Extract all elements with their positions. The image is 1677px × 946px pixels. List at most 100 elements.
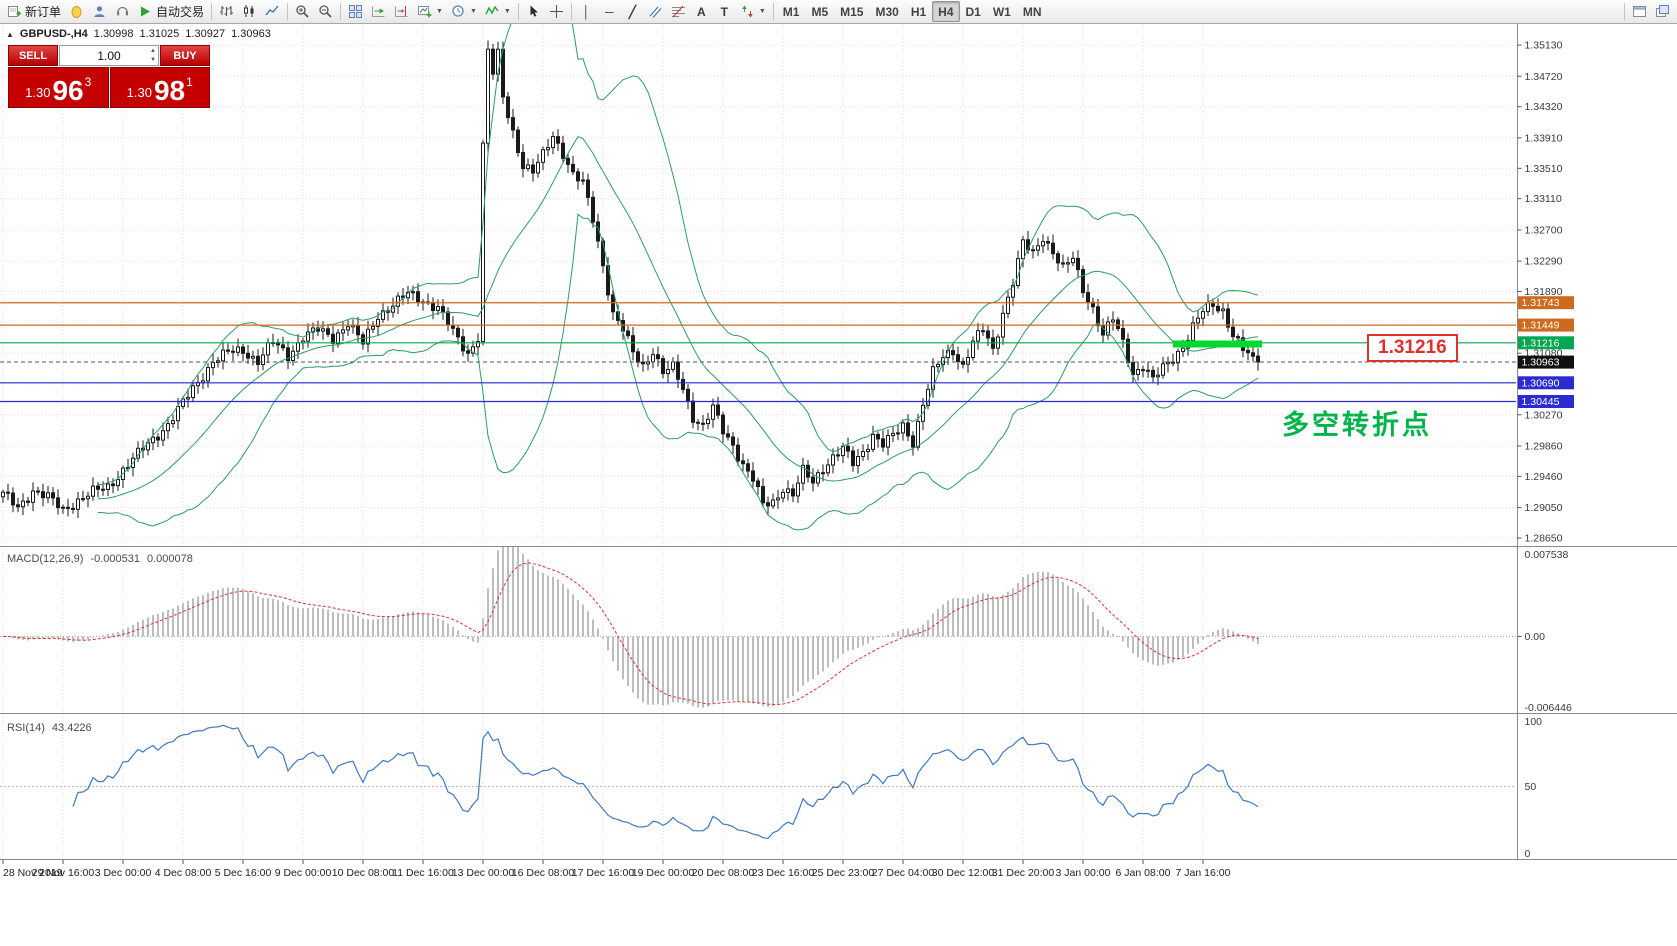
timeframe-w1-button[interactable]: W1	[987, 1, 1017, 22]
rsi-title: RSI(14)	[7, 722, 45, 734]
macd-scale[interactable]: 0.007538 0.00 -0.006446	[1517, 549, 1572, 714]
candlestick-chart-button[interactable]	[238, 1, 261, 22]
svg-text:11 Dec 16:00: 11 Dec 16:00	[392, 867, 454, 879]
autotrade-label: 自动交易	[156, 5, 205, 19]
vertical-line-button[interactable]: │	[575, 1, 598, 22]
price-scale[interactable]: 1.35130 1.34720 1.34320 1.33910 1.33510 1.331…	[1517, 40, 1575, 545]
text-button[interactable]: A	[690, 1, 713, 22]
auto-scroll-button[interactable]	[367, 1, 390, 22]
symbol-info: ▲ GBPUSD-,H4 1.30998 1.31025 1.30927 1.3…	[6, 28, 271, 40]
pane-separators	[0, 24, 1677, 860]
macd-content[interactable]	[0, 547, 1516, 708]
community-button[interactable]	[65, 1, 88, 22]
timeframe-h4-button[interactable]: H4	[932, 1, 960, 22]
sell-button[interactable]: SELL	[8, 45, 58, 66]
one-click-trading-panel: SELL 1.00 ▲ ▼ BUY 1.30 96 3 1.30 98 1	[8, 45, 210, 108]
timeframe-h1-button[interactable]: H1	[905, 1, 932, 22]
fibonacci-icon	[671, 5, 685, 18]
profile-button[interactable]	[88, 1, 111, 22]
chart-shift-button[interactable]	[390, 1, 413, 22]
vertical-line-icon: │	[582, 4, 591, 19]
macd-value-main: -0.000531	[90, 553, 140, 565]
one-click-toggle-icon[interactable]: ▲	[6, 29, 14, 39]
equidistant-channel-icon	[649, 6, 662, 18]
rsi-header: RSI(14) 43.4226	[7, 722, 92, 734]
channel-button[interactable]	[644, 1, 667, 22]
chart-window[interactable]: 1.35130 1.34720 1.34320 1.33910 1.33510 1.331…	[0, 24, 1677, 946]
candlestick-chart-icon	[244, 5, 254, 17]
buy-button[interactable]: BUY	[160, 45, 210, 66]
svg-text:17 Dec 16:00: 17 Dec 16:00	[572, 867, 635, 879]
timeframe-d1-button[interactable]: D1	[960, 1, 987, 22]
timeframe-m30-button[interactable]: M30	[869, 1, 904, 22]
chart-canvas[interactable]: 1.35130 1.34720 1.34320 1.33910 1.33510 1.331…	[0, 24, 1677, 946]
indicators-button[interactable]: ▼	[481, 1, 515, 22]
svg-text:5 Dec 16:00: 5 Dec 16:00	[215, 867, 272, 879]
rsi-scale[interactable]: 100 50 0	[1525, 716, 1543, 860]
sell-price-display[interactable]: 1.30 96 3	[8, 67, 109, 108]
current-price-tag: 1.30963	[1518, 355, 1574, 369]
volume-input[interactable]: 1.00 ▲ ▼	[59, 45, 159, 66]
svg-text:1.31216: 1.31216	[1522, 337, 1560, 349]
stepper-down-icon[interactable]: ▼	[150, 57, 156, 63]
support-button[interactable]	[111, 1, 134, 22]
chart-window-a-icon	[1633, 6, 1646, 17]
community-icon	[71, 6, 82, 18]
timeframe-m1-button[interactable]: M1	[777, 1, 806, 22]
svg-text:1.33110: 1.33110	[1525, 193, 1562, 205]
bar-chart-button[interactable]	[215, 1, 238, 22]
horizontal-line-button[interactable]: ─	[598, 1, 621, 22]
zoom-out-icon	[319, 5, 332, 18]
volume-stepper[interactable]: ▲ ▼	[150, 48, 156, 63]
stepper-up-icon[interactable]: ▲	[150, 48, 156, 54]
periods-button[interactable]: ▼	[447, 1, 481, 22]
svg-text:1.28650: 1.28650	[1525, 533, 1563, 545]
ohlc-open: 1.30998	[93, 28, 134, 40]
toolbar-separator	[1624, 3, 1625, 20]
svg-text:23 Dec 16:00: 23 Dec 16:00	[752, 867, 815, 879]
crosshair-button[interactable]	[545, 1, 568, 22]
svg-text:31 Dec 20:00: 31 Dec 20:00	[992, 867, 1055, 879]
headset-icon	[117, 6, 129, 16]
text-label-button[interactable]: T	[713, 1, 736, 22]
volume-value: 1.00	[97, 48, 121, 63]
dropdown-caret-icon: ▼	[503, 8, 511, 15]
tile-windows-button[interactable]	[344, 1, 367, 22]
arrow-objects-button[interactable]: ▼	[736, 1, 770, 22]
chart-window-b-button[interactable]	[1651, 1, 1674, 22]
trendline-button[interactable]: ╱	[621, 1, 644, 22]
sell-price-pip: 3	[84, 75, 92, 89]
new-chart-button[interactable]: ▼	[413, 1, 447, 22]
line-chart-button[interactable]	[261, 1, 284, 22]
autotrade-button[interactable]: 自动交易	[134, 1, 208, 22]
svg-text:1.30270: 1.30270	[1525, 409, 1563, 421]
new-order-button[interactable]: 新订单	[3, 1, 65, 22]
rsi-content[interactable]	[0, 724, 1516, 839]
timeframe-m15-button[interactable]: M15	[834, 1, 869, 22]
zoom-in-button[interactable]	[291, 1, 314, 22]
svg-text:25 Dec 23:00: 25 Dec 23:00	[812, 867, 875, 879]
symbol-name: GBPUSD-,H4	[19, 28, 88, 40]
cursor-button[interactable]	[522, 1, 545, 22]
macd-title: MACD(12,26,9)	[7, 553, 84, 565]
toolbar-separator	[211, 3, 213, 20]
timeframe-m5-button[interactable]: M5	[805, 1, 834, 22]
hline-price-tag: 1.30690	[1518, 376, 1574, 389]
svg-text:1.34320: 1.34320	[1525, 101, 1563, 113]
main-toolbar: 新订单 自动交易	[0, 0, 1677, 24]
zoom-out-button[interactable]	[314, 1, 337, 22]
toolbar-separator	[517, 3, 519, 20]
svg-text:30 Dec 12:00: 30 Dec 12:00	[932, 867, 995, 879]
timeframe-mn-button[interactable]: MN	[1017, 1, 1048, 22]
toolbar-separator	[772, 3, 774, 20]
buy-price-display[interactable]: 1.30 98 1	[109, 67, 210, 108]
chart-window-a-button[interactable]	[1628, 1, 1651, 22]
svg-text:3 Dec 00:00: 3 Dec 00:00	[95, 867, 152, 879]
svg-text:28 Nov 2019: 28 Nov 2019	[3, 867, 63, 879]
chart-objects[interactable]	[0, 302, 1516, 403]
text-icon: A	[697, 4, 706, 19]
ohlc-close: 1.30963	[231, 28, 271, 40]
svg-text:6 Jan 08:00: 6 Jan 08:00	[1116, 867, 1171, 879]
fibonacci-button[interactable]	[667, 1, 690, 22]
